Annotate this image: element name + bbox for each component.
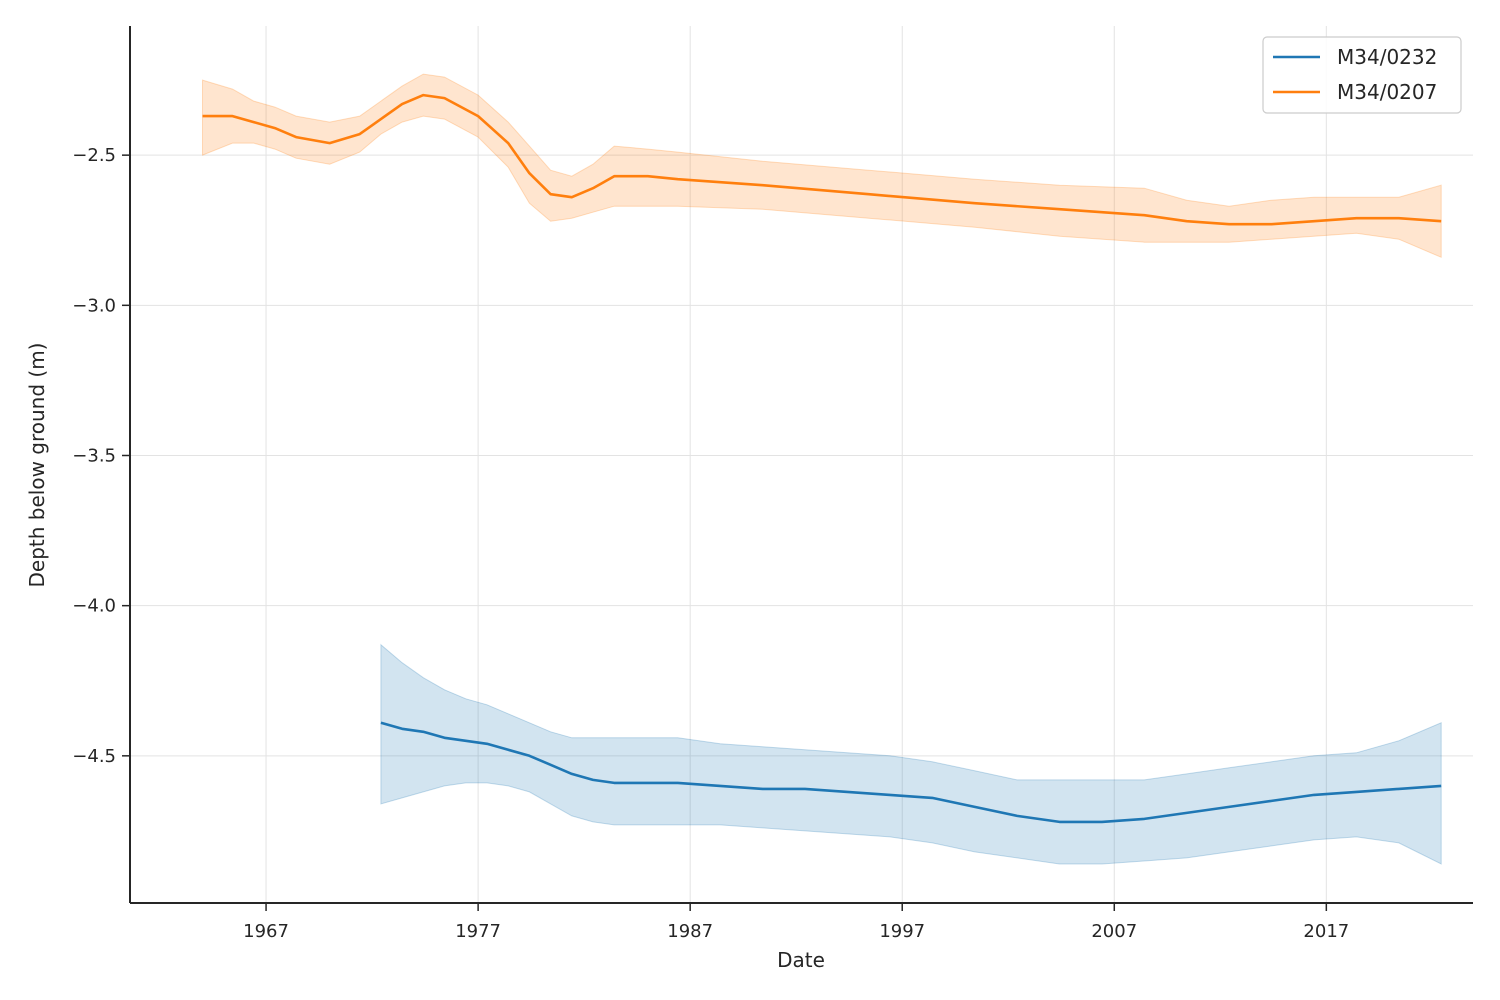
x-axis-label: Date [777,948,825,972]
legend-label-m34-0207: M34/0207 [1337,80,1437,104]
y-tick-label: −4.0 [72,596,116,617]
axes [129,26,1473,904]
x-tick-label: 1997 [879,921,925,942]
x-tick-label: 1987 [667,921,713,942]
x-tick-label: 1977 [455,921,501,942]
line-m34-0232 [380,721,1442,824]
series-lines [202,93,1442,824]
y-axis-label: Depth below ground (m) [25,343,49,588]
y-ticks: −2.5 −3.0 −3.5 −4.0 −4.5 [72,145,130,767]
confidence-bands [202,73,1442,865]
y-tick-label: −2.5 [72,145,116,166]
x-tick-label: 1967 [243,921,289,942]
y-tick-label: −3.0 [72,295,116,316]
band-m34-0232 [380,643,1442,865]
line-m34-0207 [202,93,1442,226]
grid-lines [130,26,1473,903]
legend: M34/0232 M34/0207 [1262,36,1462,114]
y-tick-label: −3.5 [72,445,116,466]
y-tick-label: −4.5 [72,746,116,767]
x-ticks: 1967 1977 1987 1997 2007 2017 [243,903,1349,942]
x-tick-label: 2007 [1091,921,1137,942]
band-m34-0207 [202,73,1442,259]
legend-label-m34-0232: M34/0232 [1337,45,1437,69]
x-tick-label: 2017 [1303,921,1349,942]
